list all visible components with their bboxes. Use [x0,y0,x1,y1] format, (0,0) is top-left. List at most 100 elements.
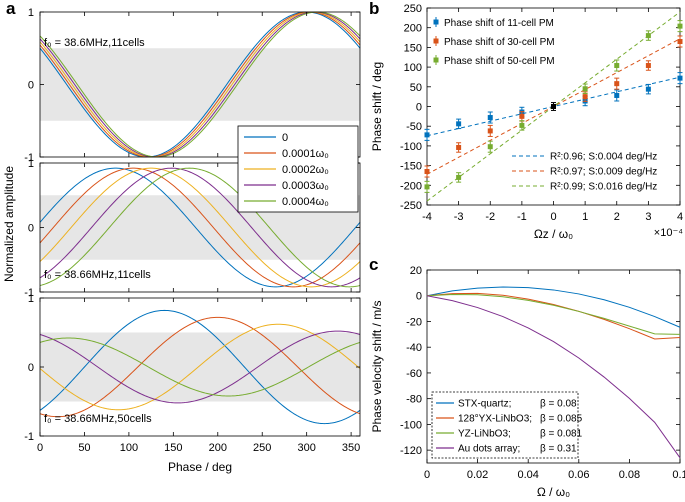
panel-b-data-points [424,20,683,193]
point-marker [424,169,430,175]
y-tick-label: -1 [24,287,34,299]
y-tick-label: -50 [406,121,422,133]
point-s2-1 [456,172,462,183]
point-marker [487,128,493,134]
point-s1-6 [645,60,651,71]
panel-a-x-axis-label: Phase / deg [168,460,232,474]
y-tick-label: -150 [400,161,422,173]
series-line-2 [39,323,361,411]
series-line-0 [39,309,361,425]
point-marker [677,75,683,81]
legend-label-2: YZ-LiNbO3; [458,429,511,440]
legend-box [431,391,579,459]
x-tick-label: 150 [164,442,182,454]
panel-b-fit-legend: R²:0.96; S:0.004 deg/Hz R²:0.97; S:0.009 … [512,152,657,193]
y-tick-label: -20 [406,316,422,328]
panel-b-y-axis-label: Phase shift / deg [370,62,384,151]
legend-label-1: Phase shift of 30-cell PM [444,37,555,48]
point-s2-6 [645,30,651,41]
point-s0-6 [645,83,651,95]
x-tick-label: 0 [550,211,556,223]
point-s2-4 [582,83,588,94]
panel-a-x-ticks: 0 50 100 150 200 250 300 350 [37,442,360,454]
legend-marker-2 [433,57,439,63]
panel-a-subplot-1: -1 0 1 f₀ = 38.6MHz,11cells [24,7,361,164]
fit-legend-label-2: R²:0.99; S:0.016 deg/Hz [550,182,657,193]
legend-marker-1 [433,38,439,44]
x-tick-label: 250 [253,442,271,454]
point-marker [424,132,430,138]
point-s2-2 [487,140,493,153]
panel-c-lines [426,286,681,459]
point-s1-0 [424,165,430,178]
panel-letter-a: a [6,0,16,18]
y-tick-label: -100 [400,141,422,153]
point-s1-1 [456,142,462,153]
x-tick-label: 0 [37,442,43,454]
y-tick-label: 50 [410,82,422,94]
x-tick-label: 2 [614,211,620,223]
point-s0-1 [456,118,462,130]
point-marker [424,184,430,190]
panel-b-axes: -250 -200 -150 -100 -50 0 50 100 150 200 250 -4 -3 -2… [400,3,683,223]
legend-marker-0 [433,19,439,25]
x-tick-label: 50 [78,442,90,454]
x-tick-label: 200 [209,442,227,454]
point-s0-5 [614,89,620,102]
panel-c-y-axis-label: Phase velocity shift / m/s [370,300,384,432]
point-s0-0 [424,128,430,141]
plot-frame [426,269,681,464]
point-s2-0 [424,180,430,193]
fit-legend-label-0: R²:0.96; S:0.004 deg/Hz [550,152,657,163]
point-s2-5 [614,59,620,72]
point-marker [582,86,588,92]
point-s1-2 [487,124,493,137]
y-tick-label: -200 [400,180,422,192]
series-line-4 [39,337,361,397]
x-tick-label: -2 [485,211,495,223]
y-tick-label: -100 [400,419,422,431]
series-line-0 [426,286,681,328]
y-tick-label: 1 [28,158,34,170]
x-tick-label: 0.06 [568,469,589,481]
series-line-2 [426,293,681,335]
point-marker [645,33,651,39]
legend-beta-0: β = 0.08 [540,399,577,410]
point-marker [614,81,620,87]
point-marker [614,63,620,69]
point-marker [456,144,462,150]
x-tick-label: -3 [454,211,464,223]
point-marker [582,94,588,100]
panel-a-legend: 0 0.0001ω₀ 0.0002ω₀ 0.0003ω₀ 0.0004ω₀ [237,125,359,213]
x-tick-label: -1 [517,211,527,223]
subplot-annotation: f₀ = 38.66MHz,11cells [44,269,151,281]
legend-box [237,125,359,213]
panel-a-subplot-3: -1 0 1 f₀ = 38.66MHz,50cells [24,293,361,443]
point-marker [487,115,493,121]
y-tick-label: 1 [28,293,34,305]
point-marker [614,92,620,98]
series-line-1 [426,292,681,340]
legend-label-1: 0.0001ω₀ [282,148,329,160]
x-tick-label: 0.1 [672,469,685,481]
x-tick-label: 0 [424,469,430,481]
x-tick-label: -4 [422,211,432,223]
legend-label-0: STX-quartz; [458,399,511,410]
y-tick-label: -60 [406,368,422,380]
x-tick-label: 350 [342,442,360,454]
x-tick-label: 300 [297,442,315,454]
series-line-3 [426,295,681,459]
point-s0-2 [487,111,493,124]
series-line-1 [39,167,361,288]
panel-b-x-multiplier: ×10⁻⁴ [654,227,683,239]
y-tick-label: 250 [404,3,422,15]
x-tick-label: 0.02 [467,469,488,481]
y-tick-label: 0 [28,223,34,235]
point-marker [519,113,525,119]
x-tick-label: 0.04 [517,469,538,481]
y-tick-label: -1 [24,152,34,164]
legend-label-2: Phase shift of 50-cell PM [444,56,555,67]
shaded-band [40,48,360,121]
y-tick-label: 200 [404,23,422,35]
